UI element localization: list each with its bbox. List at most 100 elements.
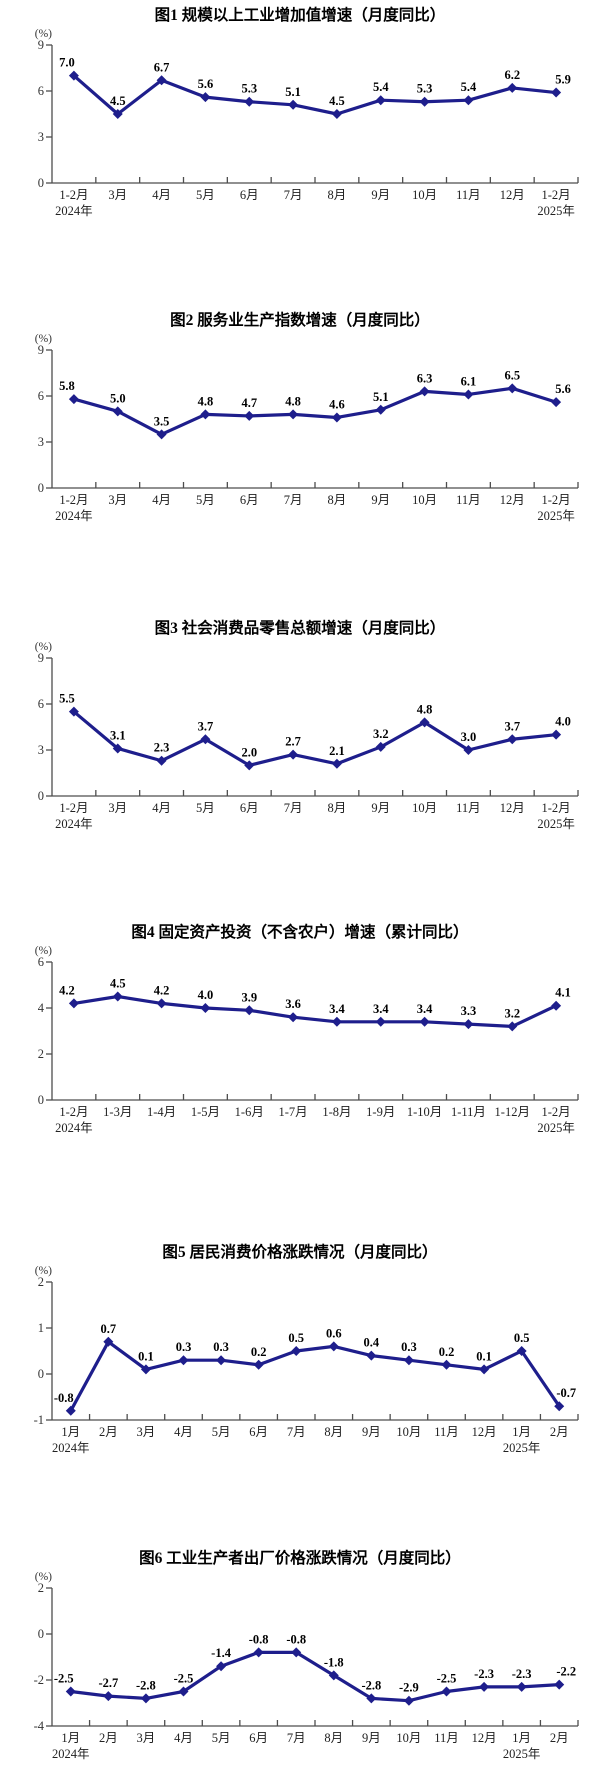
svg-text:0.2: 0.2 [251,1345,267,1359]
chart-3-title: 图3 社会消费品零售总额增速（月度同比） [154,620,446,637]
svg-text:0.4: 0.4 [364,1336,380,1350]
svg-text:3.7: 3.7 [198,719,214,733]
svg-text:-4: -4 [34,1719,45,1733]
svg-text:(%): (%) [35,28,52,40]
chart-2-block: 图2 服务业生产指数增速（月度同比） (%) 0 3 6 9 5.8 1-2月 2024年 5.… [0,310,600,532]
svg-text:2025年: 2025年 [537,817,575,831]
svg-text:12月: 12月 [472,1425,497,1439]
svg-text:2: 2 [38,1275,44,1289]
svg-text:-2.8: -2.8 [136,1678,156,1692]
svg-text:6.5: 6.5 [504,368,520,382]
svg-text:4.8: 4.8 [285,394,301,408]
svg-text:2.3: 2.3 [154,741,170,755]
chart-2-canvas: (%) 0 3 6 9 5.8 1-2月 2024年 5.0 3月 3.5 4月 4.8 5月 4.7 6月 4… [35,333,579,523]
svg-text:5.5: 5.5 [59,692,75,706]
svg-text:1-2月: 1-2月 [541,801,570,815]
svg-text:3: 3 [38,130,44,144]
svg-text:9月: 9月 [371,188,390,202]
svg-text:-0.7: -0.7 [556,1386,576,1400]
svg-text:5.6: 5.6 [198,77,214,91]
svg-text:6: 6 [38,389,44,403]
svg-text:1: 1 [38,1321,44,1335]
svg-text:0: 0 [38,1367,44,1381]
svg-text:6月: 6月 [240,801,259,815]
svg-text:3.2: 3.2 [373,727,389,741]
svg-text:11月: 11月 [434,1425,459,1439]
svg-text:1-5月: 1-5月 [191,1105,220,1119]
svg-text:3.4: 3.4 [417,1002,433,1016]
svg-text:3.1: 3.1 [110,728,126,742]
svg-text:2024年: 2024年 [52,1441,90,1455]
svg-text:2: 2 [38,1581,44,1595]
svg-text:3.5: 3.5 [154,414,170,428]
svg-text:5.6: 5.6 [555,382,571,396]
svg-text:6.7: 6.7 [154,60,170,74]
svg-text:3: 3 [38,435,44,449]
svg-text:(%): (%) [35,333,52,345]
svg-text:5.3: 5.3 [241,82,257,96]
svg-text:3月: 3月 [137,1425,156,1439]
svg-text:0.6: 0.6 [326,1326,342,1340]
svg-text:-2.9: -2.9 [399,1681,419,1695]
svg-text:1-2月: 1-2月 [59,188,88,202]
svg-text:11月: 11月 [456,493,481,507]
svg-text:12月: 12月 [472,1731,497,1745]
svg-text:3.4: 3.4 [329,1002,345,1016]
svg-text:2024年: 2024年 [52,1747,90,1761]
svg-text:3.2: 3.2 [504,1006,520,1020]
svg-text:-2.3: -2.3 [474,1667,494,1681]
svg-text:4: 4 [38,1001,45,1015]
svg-text:4.8: 4.8 [198,394,214,408]
svg-text:1-2月: 1-2月 [59,1105,88,1119]
chart-1-title: 图1 规模以上工业增加值增速（月度同比） [154,7,446,24]
svg-text:4.8: 4.8 [417,702,433,716]
svg-text:8月: 8月 [328,801,347,815]
svg-text:9月: 9月 [371,801,390,815]
svg-text:4月: 4月 [174,1425,193,1439]
svg-text:6月: 6月 [240,188,259,202]
svg-text:-2.3: -2.3 [512,1667,532,1681]
svg-text:5.3: 5.3 [417,82,433,96]
svg-text:0.5: 0.5 [288,1331,304,1345]
svg-text:5月: 5月 [196,188,215,202]
svg-text:3.7: 3.7 [504,719,520,733]
svg-text:7月: 7月 [284,188,303,202]
svg-text:9月: 9月 [371,493,390,507]
svg-text:10月: 10月 [412,188,437,202]
svg-text:0.1: 0.1 [476,1349,492,1363]
svg-text:7月: 7月 [284,801,303,815]
chart-4-block: 图4 固定资产投资（不含农户）增速（累计同比） (%) 0 2 4 6 4.2 1-2月 20… [0,922,600,1144]
svg-text:3月: 3月 [108,801,127,815]
svg-text:12月: 12月 [500,188,525,202]
svg-text:6月: 6月 [240,493,259,507]
svg-text:0.5: 0.5 [514,1331,530,1345]
chart-5-canvas: (%) -1 0 1 2 -0.8 1月 2024年 0.7 2月 0.1 3月 0.3 4月 0.3 5月 0… [34,1265,579,1455]
chart-5-block: 图5 居民消费价格涨跌情况（月度同比） (%) -1 0 1 2 -0.8 1月 2024年 0… [0,1242,600,1464]
svg-text:-1: -1 [34,1413,44,1427]
svg-text:4.6: 4.6 [329,397,345,411]
chart-2-title: 图2 服务业生产指数增速（月度同比） [170,312,430,329]
svg-text:0.3: 0.3 [213,1340,229,1354]
svg-text:2025年: 2025年 [537,1121,575,1135]
svg-text:2025年: 2025年 [503,1747,541,1761]
svg-text:1-3月: 1-3月 [103,1105,132,1119]
svg-text:3: 3 [38,743,44,757]
svg-text:2月: 2月 [99,1425,118,1439]
svg-text:1月: 1月 [61,1425,80,1439]
svg-text:7月: 7月 [284,493,303,507]
chart-3-block: 图3 社会消费品零售总额增速（月度同比） (%) 0 3 6 9 5.5 1-2月 2024年… [0,618,600,840]
svg-text:10月: 10月 [396,1731,421,1745]
svg-text:1-8月: 1-8月 [322,1105,351,1119]
svg-text:0: 0 [38,481,44,495]
svg-text:0: 0 [38,789,44,803]
svg-text:9: 9 [38,651,44,665]
chart-1-canvas: (%) 0 3 6 9 7.0 1-2月 2024年 4.5 3月 6.7 4月 5.6 5月 5.3 6月 5… [35,28,579,218]
svg-text:4.1: 4.1 [555,986,571,1000]
svg-text:(%): (%) [35,641,52,653]
svg-text:0.7: 0.7 [101,1322,117,1336]
svg-text:-1.8: -1.8 [324,1655,344,1669]
svg-text:0: 0 [38,1093,44,1107]
svg-text:2.0: 2.0 [241,745,257,759]
svg-text:11月: 11月 [456,188,481,202]
svg-text:3.6: 3.6 [285,997,301,1011]
